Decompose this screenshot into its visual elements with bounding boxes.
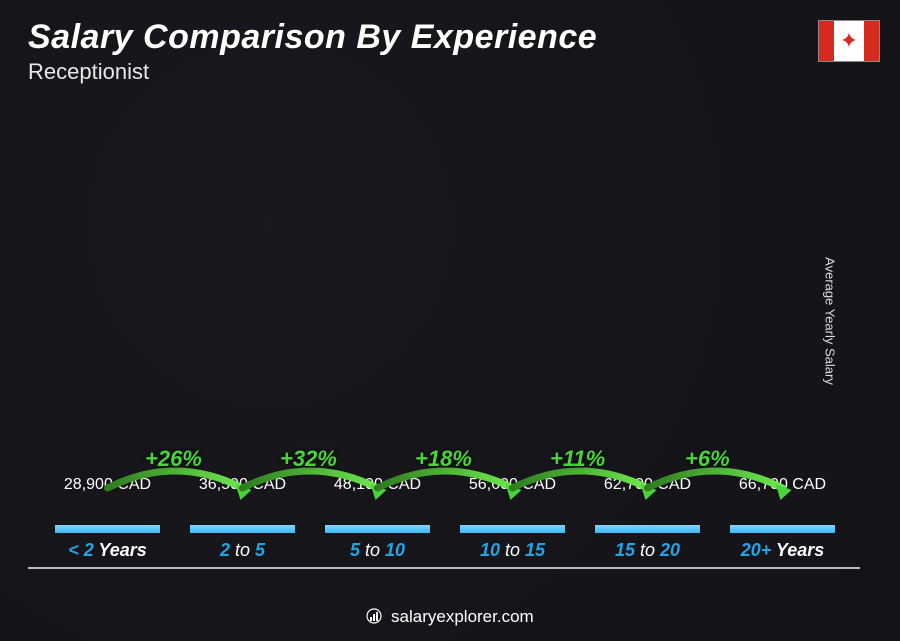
- bar-value-label: 48,100 CAD: [334, 476, 421, 494]
- plot-area: 28,900 CAD 36,500 CAD 48,100 CAD 56,600 CAD…: [40, 100, 850, 561]
- bar: [55, 532, 160, 533]
- title-block: Salary Comparison By Experience Receptio…: [28, 18, 597, 85]
- bar-slot: 62,700 CAD: [580, 476, 715, 533]
- bar-slot: 66,700 CAD: [715, 476, 850, 533]
- bar-slot: 56,600 CAD: [445, 476, 580, 533]
- bar-slot: 48,100 CAD: [310, 476, 445, 533]
- footer: salaryexplorer.com: [0, 607, 900, 627]
- footer-text: salaryexplorer.com: [391, 607, 534, 626]
- bar-value-label: 62,700 CAD: [604, 476, 691, 494]
- bar-value-label: 28,900 CAD: [64, 476, 151, 494]
- bar-value-label: 36,500 CAD: [199, 476, 286, 494]
- x-axis-label: 20+ Years: [715, 540, 850, 561]
- x-axis-label: 10 to 15: [445, 540, 580, 561]
- logo-icon: [366, 608, 382, 624]
- chart-container: Salary Comparison By Experience Receptio…: [0, 0, 900, 641]
- bar-value-label: 56,600 CAD: [469, 476, 556, 494]
- x-axis-label: 5 to 10: [310, 540, 445, 561]
- bar-slot: 36,500 CAD: [175, 476, 310, 533]
- bar: [730, 532, 835, 533]
- bar: [325, 532, 430, 533]
- chart-subtitle: Receptionist: [28, 59, 597, 85]
- x-axis-labels: < 2 Years2 to 55 to 1010 to 1515 to 2020…: [40, 540, 850, 561]
- x-axis-baseline: [28, 567, 860, 569]
- bars-group: 28,900 CAD 36,500 CAD 48,100 CAD 56,600 CAD…: [40, 100, 850, 533]
- maple-leaf-icon: ✦: [840, 30, 858, 52]
- bar-slot: 28,900 CAD: [40, 476, 175, 533]
- country-flag-icon: ✦: [818, 20, 880, 62]
- x-axis-label: 15 to 20: [580, 540, 715, 561]
- x-axis-label: < 2 Years: [40, 540, 175, 561]
- bar: [595, 532, 700, 533]
- x-axis-label: 2 to 5: [175, 540, 310, 561]
- bar: [190, 532, 295, 533]
- bar-value-label: 66,700 CAD: [739, 476, 826, 494]
- chart-title: Salary Comparison By Experience: [28, 18, 597, 57]
- bar: [460, 532, 565, 533]
